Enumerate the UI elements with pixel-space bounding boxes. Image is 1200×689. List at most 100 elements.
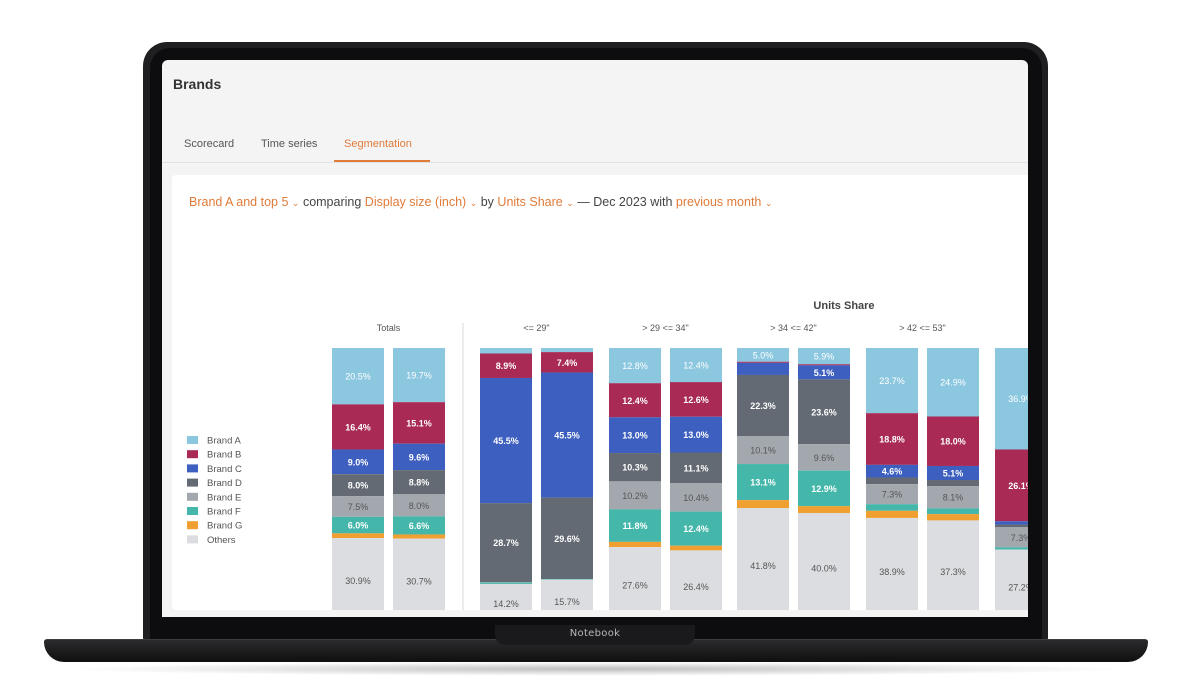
bar-segment-brand-f (995, 547, 1028, 550)
data-label: 7.5% (348, 502, 369, 512)
data-label: 30.9% (345, 576, 371, 586)
data-label: 8.9% (496, 361, 517, 371)
data-label: 5.0% (753, 350, 774, 360)
bar-segment-brand-d (866, 477, 918, 485)
data-label: 13.1% (750, 478, 776, 488)
data-label: 4.6% (882, 467, 903, 477)
bar-segment-brand-e (480, 582, 532, 583)
laptop-base (44, 640, 1148, 662)
bar-segment-brand-a (995, 348, 1028, 450)
bar-segment-brand-d (332, 474, 384, 497)
data-label: 11.1% (683, 463, 708, 473)
bar-segment-brand-c (480, 377, 532, 504)
data-label: 10.3% (622, 463, 648, 473)
data-label: 26.4% (683, 582, 709, 592)
data-label: 13.0% (622, 431, 648, 441)
bar-segment-brand-e (866, 484, 918, 505)
chevron-down-icon: ⌄ (291, 198, 300, 208)
chevron-down-icon: ⌄ (469, 198, 478, 208)
data-label: 12.4% (622, 396, 648, 406)
metric-selector[interactable]: Units Share ⌄ (497, 195, 573, 209)
data-label: 6.6% (409, 521, 430, 531)
bar-segment-brand-g (332, 533, 384, 539)
active-tab-indicator (334, 160, 430, 162)
group-label: > 29 <= 34" (642, 323, 689, 333)
data-label: 36.9% (1008, 394, 1028, 404)
data-label: 23.7% (879, 376, 905, 386)
comparison-label: previous month (675, 195, 762, 209)
tab-scorecard[interactable]: Scorecard (184, 138, 235, 150)
chart-card: Brand A and top 5 ⌄ comparing Display si… (172, 175, 1028, 610)
bar-segment-brand-e (737, 436, 789, 465)
bar-segment-others (798, 513, 850, 610)
bar-segment-brand-e (995, 527, 1028, 548)
bar-segment-brand-f (393, 516, 445, 535)
bar-segment-brand-c (995, 521, 1028, 525)
bar-segment-brand-d (798, 379, 850, 445)
data-label: 28.7% (493, 538, 519, 548)
group-label: > 42 <= 53" (899, 323, 946, 333)
bar-segment-brand-b (798, 364, 850, 366)
device-label: Notebook (569, 628, 621, 639)
data-label: 16.4% (345, 422, 371, 432)
data-label: 12.9% (811, 484, 837, 494)
bar-segment-brand-d (541, 497, 593, 579)
chevron-down-icon: ⌄ (764, 198, 773, 208)
group-label: Totals (377, 323, 401, 333)
bar-segment-brand-e (927, 486, 979, 509)
data-label: 10.4% (683, 493, 709, 503)
bar-segment-brand-a (609, 348, 661, 384)
data-label: 20.5% (345, 372, 371, 382)
data-label: 7.3% (1011, 533, 1028, 543)
bar-segment-brand-a (670, 348, 722, 383)
legend-label-brand-b: Brand B (207, 450, 241, 461)
data-label: 5.1% (943, 468, 964, 478)
bar-segment-others (480, 583, 532, 610)
data-label: 15.7% (554, 597, 580, 607)
data-label: 23.6% (811, 407, 837, 417)
data-label: 8.1% (943, 493, 964, 503)
bar-segment-brand-a (541, 348, 593, 353)
bar-segment-brand-b (737, 361, 789, 363)
bar-segment-brand-f (927, 508, 979, 515)
data-label: 26.1% (1008, 481, 1028, 491)
data-label: 13.0% (683, 430, 709, 440)
tab-segmentation[interactable]: Segmentation (344, 138, 412, 150)
bar-segment-brand-g (737, 500, 789, 509)
data-label: 7.4% (557, 358, 578, 368)
bar-segment-brand-b (541, 352, 593, 373)
bar-segment-others (332, 538, 384, 610)
app-screen: Brands Scorecard Time series Segmentatio… (162, 60, 1028, 617)
bar-segment-brand-c (737, 362, 789, 375)
bar-segment-others (995, 549, 1028, 610)
legend-swatch-brand-g (187, 521, 198, 530)
data-label: 41.8% (750, 561, 776, 571)
bar-segment-others (541, 579, 593, 610)
data-label: 37.3% (940, 567, 966, 577)
bar-segment-brand-d (927, 480, 979, 487)
legend-swatch-brand-d (187, 478, 198, 487)
data-label: 5.1% (814, 368, 835, 378)
top-n-selector[interactable]: and top 5 ⌄ (236, 195, 299, 209)
tab-bar: Scorecard Time series Segmentation (162, 128, 1028, 163)
data-label: 12.6% (683, 395, 709, 405)
comparison-selector[interactable]: previous month ⌄ (676, 195, 773, 209)
legend-swatch-brand-c (187, 464, 198, 473)
brand-selector[interactable]: Brand A (189, 195, 233, 209)
bar-segment-brand-c (927, 465, 979, 480)
comparing-text: comparing (302, 195, 362, 209)
period-text: — Dec 2023 with (577, 195, 673, 209)
tab-time-series[interactable]: Time series (261, 138, 318, 150)
bar-segment-brand-c (798, 365, 850, 380)
bar-segment-brand-a (737, 348, 789, 362)
legend-swatch-brand-b (187, 450, 198, 459)
top-n-label: and top 5 (236, 195, 289, 209)
laptop-shadow (60, 662, 1132, 676)
bar-segment-brand-b (609, 383, 661, 418)
dimension-selector[interactable]: Display size (inch) ⌄ (365, 195, 477, 209)
bar-segment-brand-a (927, 348, 979, 417)
bar-segment-brand-g (609, 541, 661, 548)
data-label: 12.4% (683, 361, 709, 371)
bar-segment-brand-c (393, 443, 445, 471)
data-label: 15.1% (406, 418, 432, 428)
